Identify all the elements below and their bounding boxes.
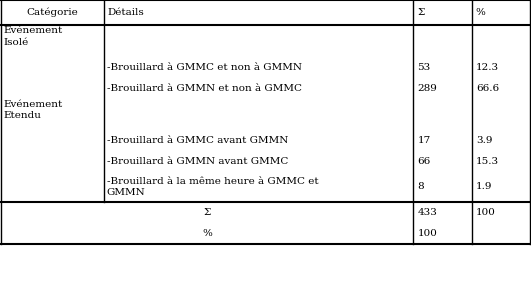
Text: Evénement
Isolé: Evénement Isolé <box>4 26 63 47</box>
Text: Σ: Σ <box>203 208 210 217</box>
Text: -Brouillard à la même heure à GMMC et
GMMN: -Brouillard à la même heure à GMMC et GM… <box>107 177 319 197</box>
Text: -Brouillard à GMMC et non à GMMN: -Brouillard à GMMC et non à GMMN <box>107 63 302 72</box>
Text: -Brouillard à GMMC avant GMMN: -Brouillard à GMMC avant GMMN <box>107 136 288 145</box>
Text: 433: 433 <box>417 208 437 217</box>
Text: Evénement
Etendu: Evénement Etendu <box>4 100 63 121</box>
Text: 289: 289 <box>417 84 437 93</box>
Text: Détails: Détails <box>108 8 144 17</box>
Text: Catégorie: Catégorie <box>26 8 78 17</box>
Text: 1.9: 1.9 <box>476 182 492 191</box>
Text: 53: 53 <box>417 63 431 72</box>
Text: 66: 66 <box>417 157 431 166</box>
Text: 66.6: 66.6 <box>476 84 499 93</box>
Text: -Brouillard à GMMN et non à GMMC: -Brouillard à GMMN et non à GMMC <box>107 84 302 93</box>
Text: 3.9: 3.9 <box>476 136 492 145</box>
Text: -Brouillard à GMMN avant GMMC: -Brouillard à GMMN avant GMMC <box>107 157 288 166</box>
Text: 8: 8 <box>417 182 424 191</box>
Text: Σ: Σ <box>417 8 425 17</box>
Text: 17: 17 <box>417 136 431 145</box>
Text: %: % <box>476 8 486 17</box>
Text: 100: 100 <box>417 229 437 239</box>
Text: %: % <box>202 229 212 239</box>
Text: 15.3: 15.3 <box>476 157 499 166</box>
Text: 100: 100 <box>476 208 495 217</box>
Text: 12.3: 12.3 <box>476 63 499 72</box>
